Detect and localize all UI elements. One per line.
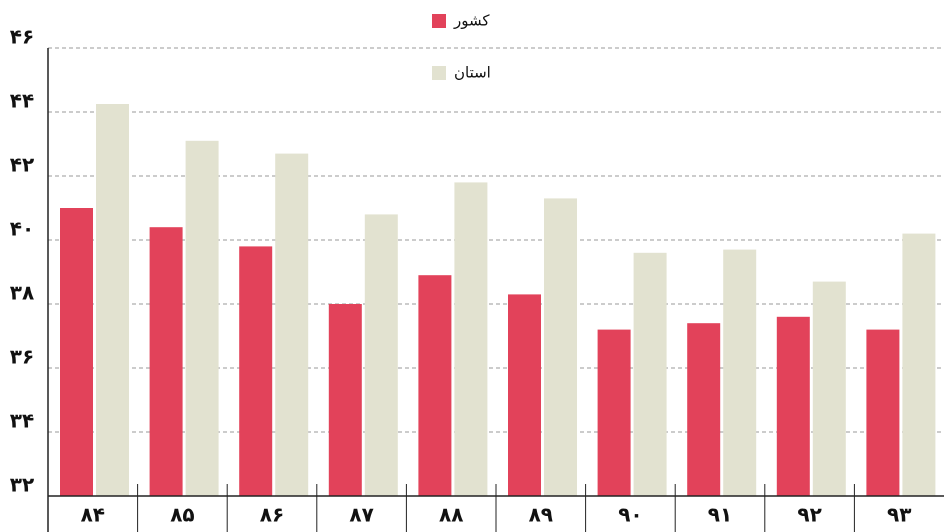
- y-tick-label: ۴۶: [10, 25, 34, 49]
- bar: [723, 249, 757, 496]
- y-tick-label: ۳۴: [10, 409, 34, 433]
- bar: [902, 233, 936, 496]
- bar: [418, 275, 452, 496]
- bar: [149, 227, 183, 496]
- bar: [633, 252, 667, 496]
- y-tick-label: ۳۲: [10, 473, 34, 497]
- x-tick-label: ۹۰: [618, 503, 642, 527]
- legend-label: استان: [454, 64, 491, 82]
- x-tick-label: ۹۲: [797, 503, 821, 527]
- bar: [364, 214, 398, 496]
- y-tick-label: ۳۶: [10, 345, 34, 369]
- legend-label: کشور: [453, 12, 490, 30]
- x-tick-label: ۸۵: [170, 503, 194, 527]
- bar: [275, 153, 309, 496]
- bar: [508, 294, 541, 496]
- y-tick-label: ۴۰: [10, 217, 34, 241]
- x-tick-label: ۸۷: [349, 503, 373, 527]
- x-tick-label: ۹۳: [887, 503, 911, 527]
- y-tick-label: ۴۲: [10, 153, 34, 177]
- x-tick-label: ۸۶: [260, 503, 284, 527]
- bar: [60, 208, 93, 496]
- x-tick-label: ۸۸: [439, 503, 463, 527]
- x-tick-label: ۸۹: [529, 503, 553, 527]
- bar: [454, 182, 488, 496]
- bar: [96, 104, 129, 496]
- x-tick-label: ۹۱: [708, 503, 732, 527]
- legend-swatch: [432, 14, 446, 28]
- bar: [185, 140, 219, 497]
- legend-swatch: [432, 66, 446, 80]
- y-tick-label: ۳۸: [10, 281, 34, 305]
- bar: [328, 304, 362, 496]
- bar: [544, 198, 577, 496]
- bar: [239, 246, 273, 496]
- bar: [866, 329, 900, 496]
- bar: [597, 329, 631, 496]
- bar: [687, 323, 721, 496]
- bar: [776, 316, 810, 496]
- y-tick-label: ۴۴: [10, 89, 34, 113]
- x-tick-label: ۸۴: [81, 503, 105, 527]
- bar: [812, 281, 846, 496]
